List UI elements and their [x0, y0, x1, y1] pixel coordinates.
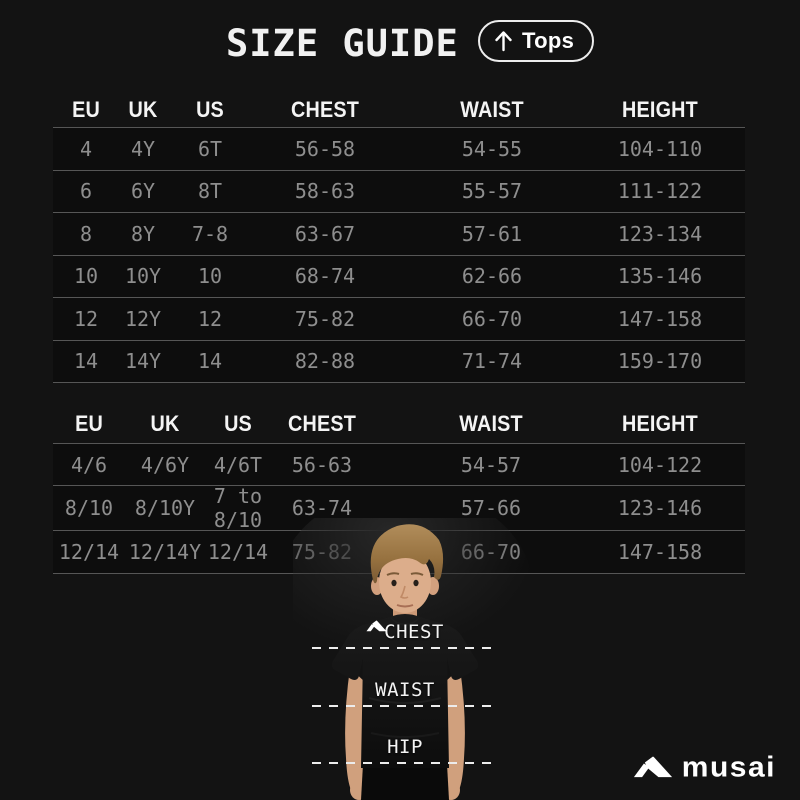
- size-cell: 6: [79, 179, 93, 204]
- size-cell: 159-170: [617, 349, 703, 374]
- size-cell: 57-61: [461, 221, 523, 246]
- column-header-waist: WAIST: [460, 96, 524, 122]
- size-cell: 12: [197, 306, 223, 331]
- table-row: 4/6 4/6Y 4/6T 56-63 54-57 104-122: [53, 443, 745, 485]
- column-header-chest: CHEST: [290, 96, 360, 122]
- size-cell: 58-63: [294, 179, 356, 204]
- size-cell: 135-146: [617, 264, 703, 289]
- size-cell: 71-74: [461, 349, 523, 374]
- size-cell: 4Y: [130, 136, 156, 161]
- size-cell: 4: [79, 136, 93, 161]
- size-cell: 12/14: [207, 540, 269, 564]
- size-cell: 111-122: [617, 179, 703, 204]
- size-cell: 147-158: [617, 540, 703, 564]
- size-cell: 12/14: [58, 540, 120, 564]
- column-header-us: US: [224, 411, 252, 436]
- size-cell: 56-63: [291, 452, 353, 477]
- size-cell: 8Y: [130, 221, 156, 246]
- table-row: 4 4Y 6T 56-58 54-55 104-110: [53, 127, 745, 170]
- size-cell: 6T: [197, 136, 223, 161]
- size-cell: 63-74: [291, 496, 353, 520]
- size-cell: 14Y: [124, 349, 162, 374]
- size-cell: 12/14Y: [128, 540, 202, 564]
- size-cell: 54-57: [460, 452, 522, 477]
- size-cell: 68-74: [294, 264, 356, 289]
- table-row: 12 12Y 12 75-82 66-70 147-158: [53, 297, 745, 340]
- size-cell: 8: [79, 221, 93, 246]
- size-cell: 66-70: [461, 306, 523, 331]
- size-cell: 55-57: [461, 179, 523, 204]
- waist-measurement-indicator: WAIST: [312, 679, 498, 707]
- waist-dashed-line: [312, 705, 498, 707]
- size-cell: 6Y: [130, 179, 156, 204]
- size-cell: 10: [73, 264, 99, 289]
- table-row: 10 10Y 10 68-74 62-66 135-146: [53, 254, 745, 297]
- table-header-row: EU UK US CHEST WAIST HEIGHT: [53, 92, 745, 127]
- page-title: SIZE GUIDE: [226, 22, 459, 65]
- size-cell: 4/6Y: [140, 452, 190, 477]
- size-cell: 7 to 8/10: [213, 484, 263, 532]
- column-header-chest: CHEST: [287, 411, 357, 436]
- brand-name: musai: [681, 751, 776, 784]
- size-cell: 57-66: [460, 496, 522, 520]
- size-cell: 62-66: [461, 264, 523, 289]
- size-cell: 10Y: [124, 264, 162, 289]
- size-cell: 104-110: [617, 136, 703, 161]
- individual-sizes-table: EU UK US CHEST WAIST HEIGHT 4 4Y 6T 56-58 54-55 104…: [53, 92, 745, 383]
- size-cell: 12Y: [124, 306, 162, 331]
- size-cell: 4/6T: [213, 452, 263, 477]
- column-header-us: US: [196, 96, 224, 122]
- table-row: 6 6Y 8T 58-63 55-57 111-122: [53, 169, 745, 212]
- chest-label: CHEST: [366, 620, 444, 643]
- hip-measurement-indicator: HIP: [312, 736, 498, 764]
- size-cell: 82-88: [294, 349, 356, 374]
- category-button-label: Tops: [522, 28, 575, 53]
- bird-logo-icon: [366, 616, 387, 638]
- table-row: 8/10 8/10Y 7 to 8/10 63-74 57-66 123-146: [53, 484, 745, 532]
- combined-sizes-table: EU UK US CHEST WAIST HEIGHT 4/6 4/6Y 4/6T 56-63 54…: [53, 405, 745, 574]
- arrow-up-icon: [494, 30, 513, 52]
- size-cell: 54-55: [461, 136, 523, 161]
- hip-dashed-line: [312, 762, 498, 764]
- table-row: 8 8Y 7-8 63-67 57-61 123-134: [53, 212, 745, 255]
- size-cell: 8/10Y: [134, 496, 196, 520]
- column-header-height: HEIGHT: [622, 411, 698, 436]
- column-header-eu: EU: [75, 411, 103, 436]
- column-header-eu: EU: [72, 96, 100, 122]
- size-cell: 12: [73, 306, 99, 331]
- bird-logo-icon: [633, 756, 673, 780]
- hip-label: HIP: [387, 736, 423, 758]
- column-header-height: HEIGHT: [622, 96, 698, 122]
- size-cell: 14: [73, 349, 99, 374]
- size-cell: 63-67: [294, 221, 356, 246]
- column-header-uk: UK: [128, 96, 158, 122]
- chest-measurement-indicator: CHEST: [312, 620, 498, 649]
- category-tops-button[interactable]: Tops: [478, 20, 595, 62]
- size-cell: 123-134: [617, 221, 703, 246]
- chest-dashed-line: [312, 647, 498, 649]
- size-cell: 7-8: [191, 221, 229, 246]
- size-cell: 8T: [197, 179, 223, 204]
- column-header-waist: WAIST: [459, 411, 523, 436]
- table-header-row: EU UK US CHEST WAIST HEIGHT: [53, 405, 745, 443]
- size-cell: 123-146: [617, 496, 703, 520]
- size-cell: 14: [197, 349, 223, 374]
- waist-label: WAIST: [375, 679, 435, 701]
- size-cell: 147-158: [617, 306, 703, 331]
- column-header-uk: UK: [150, 411, 180, 436]
- size-cell: 10: [197, 264, 223, 289]
- size-cell: 56-58: [294, 136, 356, 161]
- size-cell: 75-82: [294, 306, 356, 331]
- table-row: 14 14Y 14 82-88 71-74 159-170: [53, 339, 745, 382]
- size-cell: 104-122: [617, 452, 703, 477]
- size-cell: 8/10: [64, 496, 114, 520]
- size-cell: 4/6: [70, 452, 108, 477]
- brand-logo: musai: [633, 753, 776, 783]
